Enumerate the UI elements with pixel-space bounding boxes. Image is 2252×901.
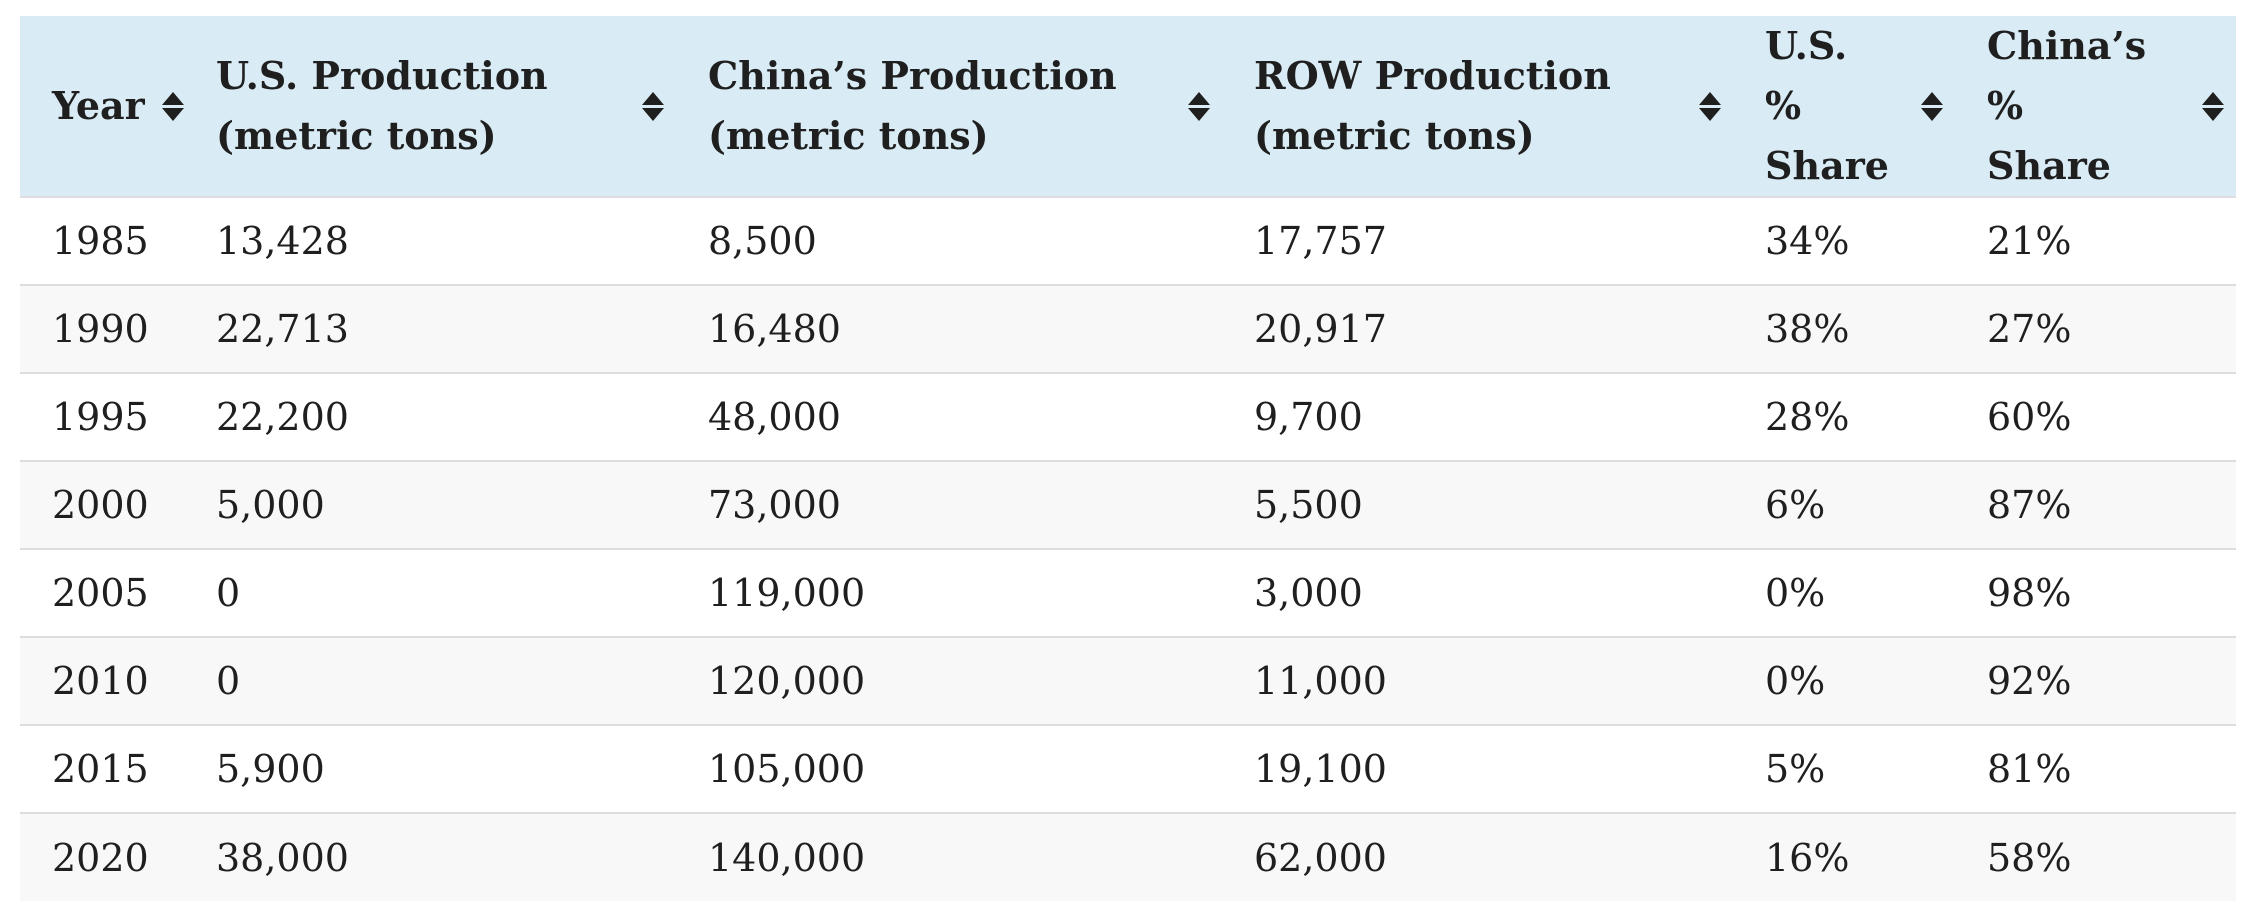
cell-us-production: 5,000 [216, 483, 325, 527]
cell-row-production: 5,500 [1254, 483, 1363, 527]
cell-row-production: 19,100 [1254, 747, 1387, 791]
cell-china-production: 120,000 [708, 659, 866, 703]
cell-china-share: 21% [1987, 219, 2072, 263]
cell-us-share: 28% [1765, 395, 1850, 439]
sort-icon[interactable] [642, 89, 664, 123]
table-row: 1995 22,200 48,000 9,700 28% 60% [20, 373, 2236, 461]
cell-china-production: 73,000 [708, 483, 841, 527]
cell-us-share: 38% [1765, 307, 1850, 351]
table-body: 1985 13,428 8,500 17,757 34% 21% 1990 22… [20, 197, 2236, 901]
table-row: 1985 13,428 8,500 17,757 34% 21% [20, 197, 2236, 285]
cell-china-share: 60% [1987, 395, 2072, 439]
cell-year: 1995 [52, 395, 149, 439]
column-header-us-share[interactable]: U.S. % Share [1733, 16, 1955, 197]
cell-row-production: 17,757 [1254, 219, 1387, 263]
cell-china-production: 16,480 [708, 307, 841, 351]
cell-year: 2020 [52, 835, 149, 880]
cell-china-share: 58% [1987, 835, 2072, 880]
column-header-label: U.S. % Share [1765, 23, 1889, 188]
cell-us-share: 0% [1765, 659, 1826, 703]
production-table-container: Year U.S. Production (metric tons) China’… [20, 16, 2236, 901]
table-row: 2015 5,900 105,000 19,100 5% 81% [20, 725, 2236, 813]
table-row: 2000 5,000 73,000 5,500 6% 87% [20, 461, 2236, 549]
header-row: Year U.S. Production (metric tons) China’… [20, 16, 2236, 197]
cell-year: 2005 [52, 571, 149, 615]
column-header-us-production[interactable]: U.S. Production (metric tons) [184, 16, 676, 197]
cell-us-share: 6% [1765, 483, 1826, 527]
cell-row-production: 11,000 [1254, 659, 1387, 703]
cell-row-production: 62,000 [1254, 835, 1387, 880]
cell-china-production: 48,000 [708, 395, 841, 439]
cell-china-production: 140,000 [708, 835, 866, 880]
cell-year: 2000 [52, 483, 149, 527]
cell-row-production: 3,000 [1254, 571, 1363, 615]
sort-icon[interactable] [1921, 89, 1943, 123]
column-header-label: Year [52, 83, 145, 128]
cell-us-production: 5,900 [216, 747, 325, 791]
cell-china-production: 105,000 [708, 747, 866, 791]
cell-us-production: 22,713 [216, 307, 349, 351]
table-row: 2010 0 120,000 11,000 0% 92% [20, 637, 2236, 725]
cell-us-production: 38,000 [216, 835, 349, 880]
cell-us-share: 5% [1765, 747, 1826, 791]
cell-us-share: 16% [1765, 835, 1850, 880]
sort-icon[interactable] [1699, 89, 1721, 123]
cell-china-share: 92% [1987, 659, 2072, 703]
column-header-china-production[interactable]: China’s Production (metric tons) [676, 16, 1222, 197]
column-header-year[interactable]: Year [20, 16, 184, 197]
cell-year: 1990 [52, 307, 149, 351]
sort-icon[interactable] [2202, 89, 2224, 123]
cell-us-production: 0 [216, 571, 241, 615]
sort-icon[interactable] [1188, 89, 1210, 123]
cell-year: 2015 [52, 747, 149, 791]
cell-us-production: 22,200 [216, 395, 349, 439]
column-header-label: U.S. Production (metric tons) [216, 53, 548, 158]
table-row: 1990 22,713 16,480 20,917 38% 27% [20, 285, 2236, 373]
cell-us-production: 0 [216, 659, 241, 703]
cell-us-production: 13,428 [216, 219, 349, 263]
cell-us-share: 0% [1765, 571, 1826, 615]
column-header-label: China’s % Share [1987, 23, 2147, 188]
table-row: 2005 0 119,000 3,000 0% 98% [20, 549, 2236, 637]
column-header-china-share[interactable]: China’s % Share [1955, 16, 2236, 197]
cell-china-production: 119,000 [708, 571, 866, 615]
cell-china-share: 81% [1987, 747, 2072, 791]
cell-china-share: 87% [1987, 483, 2072, 527]
cell-china-share: 98% [1987, 571, 2072, 615]
column-header-row-production[interactable]: ROW Production (metric tons) [1222, 16, 1733, 197]
cell-year: 1985 [52, 219, 149, 263]
production-table: Year U.S. Production (metric tons) China’… [20, 16, 2236, 901]
column-header-label: ROW Production (metric tons) [1254, 53, 1611, 158]
table-header: Year U.S. Production (metric tons) China’… [20, 16, 2236, 197]
table-row: 2020 38,000 140,000 62,000 16% 58% [20, 813, 2236, 901]
cell-china-production: 8,500 [708, 219, 817, 263]
column-header-label: China’s Production (metric tons) [708, 53, 1117, 158]
cell-year: 2010 [52, 659, 149, 703]
sort-icon[interactable] [162, 89, 184, 123]
cell-us-share: 34% [1765, 219, 1850, 263]
cell-row-production: 9,700 [1254, 395, 1363, 439]
cell-china-share: 27% [1987, 307, 2072, 351]
cell-row-production: 20,917 [1254, 307, 1387, 351]
